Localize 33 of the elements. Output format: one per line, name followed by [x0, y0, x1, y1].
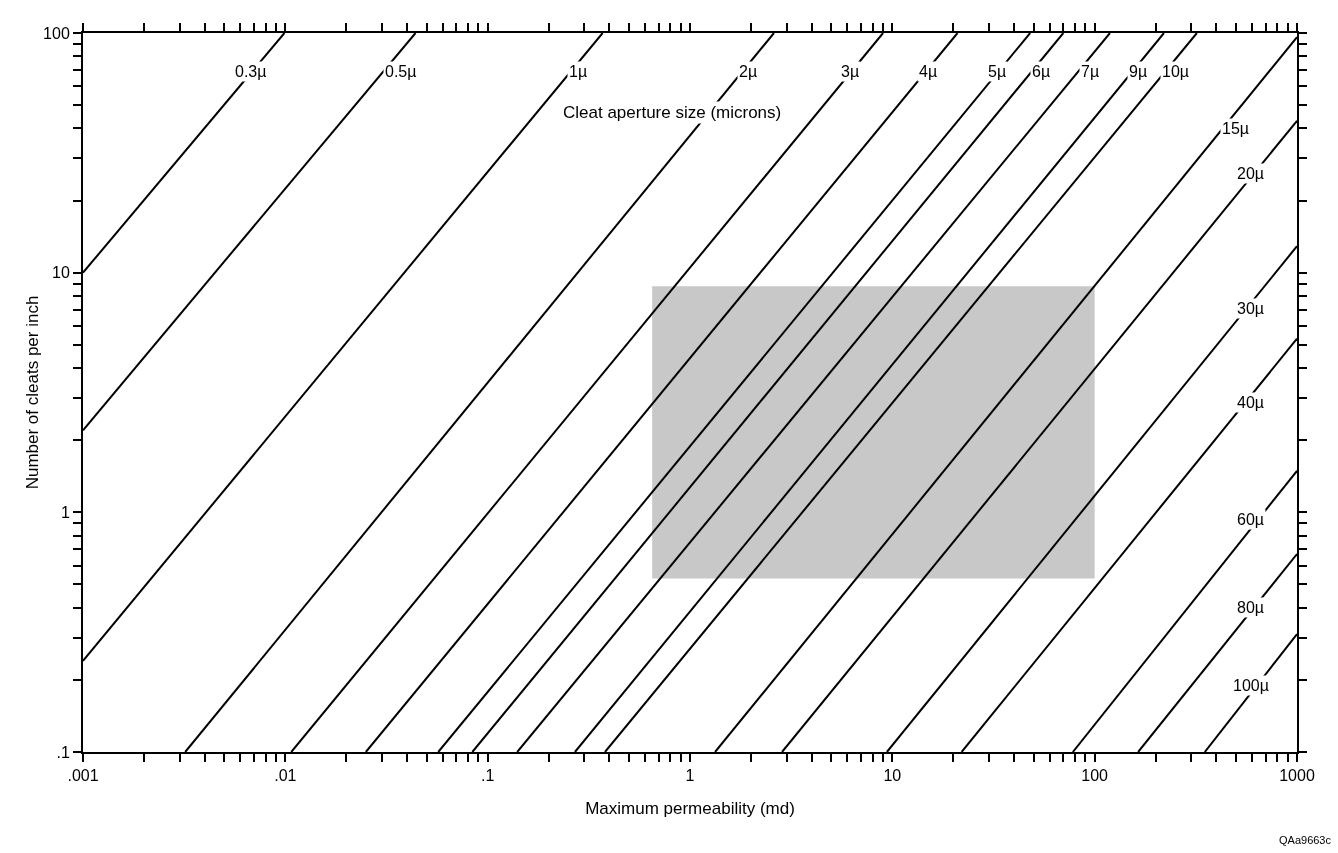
annotation: 5µ — [988, 63, 1007, 80]
annotation: 80µ — [1237, 599, 1265, 616]
x-tick-label: .1 — [481, 767, 495, 785]
annotation: 0.5µ — [385, 63, 417, 80]
annotation: 2µ — [739, 63, 758, 80]
x-tick-label: .001 — [67, 767, 99, 785]
y-tick-label: 1 — [60, 503, 70, 521]
x-tick-label: 10 — [883, 767, 902, 785]
annotation: 6µ — [1032, 63, 1051, 80]
annotation: 100µ — [1233, 677, 1269, 694]
annotation: 3µ — [841, 63, 860, 80]
y-axis-title: Number of cleats per inch — [23, 295, 42, 490]
x-axis-title: Maximum permeability (md) — [585, 799, 795, 818]
annotation: 60µ — [1237, 511, 1265, 528]
annotation: 7µ — [1081, 63, 1100, 80]
y-tick-label: 10 — [52, 264, 70, 282]
text: QAa9663c — [1279, 834, 1332, 846]
x-tick-label: .01 — [274, 767, 297, 785]
annotation: 40µ — [1237, 394, 1265, 411]
y-tick-label: .1 — [56, 743, 70, 761]
x-tick-label: 1 — [685, 767, 695, 785]
annotation: 0.3µ — [235, 63, 267, 80]
annotation: 4µ — [919, 63, 938, 80]
annotation: 20µ — [1237, 165, 1265, 182]
annotation: 9µ — [1129, 63, 1148, 80]
y-tick-label: 100 — [43, 24, 70, 42]
annotation: Cleat aperture size (microns) — [563, 103, 782, 122]
annotation: 10µ — [1162, 63, 1190, 80]
annotation: 30µ — [1237, 300, 1265, 317]
annotation: 15µ — [1222, 120, 1250, 137]
x-tick-label: 100 — [1081, 767, 1109, 785]
x-tick-label: 1000 — [1279, 767, 1315, 785]
annotation: 1µ — [569, 63, 588, 80]
